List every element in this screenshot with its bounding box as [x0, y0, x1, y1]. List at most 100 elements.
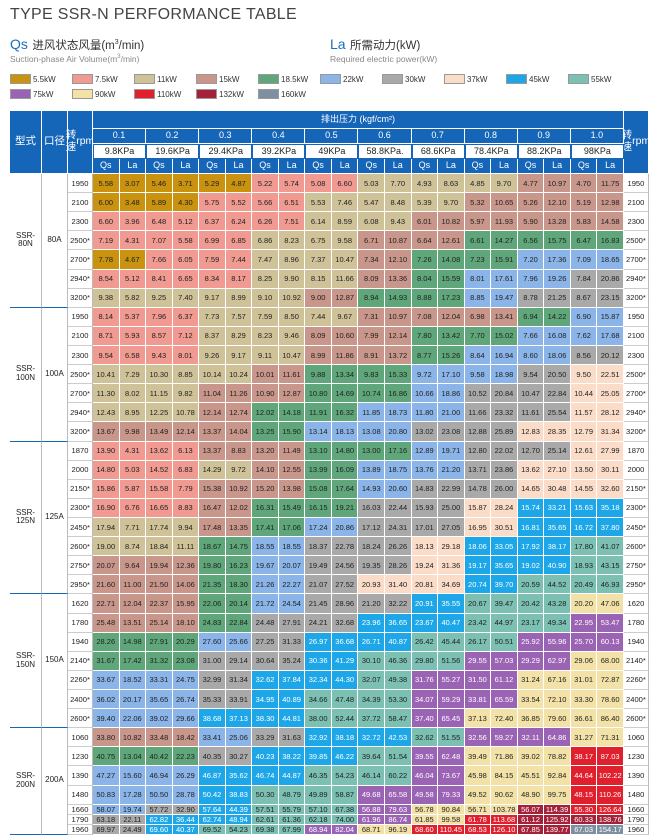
qs-value: 22.37: [146, 594, 173, 614]
legend-swatch: [506, 74, 527, 84]
speed-header: 转速 rpm: [66, 111, 95, 174]
la-value: 68.00: [597, 651, 624, 671]
qs-value: 61.85: [411, 814, 439, 825]
la-value: 90.62: [491, 785, 518, 805]
la-value: 20.50: [544, 365, 571, 385]
la-value: 5.37: [119, 307, 147, 327]
la-value: 4.87: [225, 174, 253, 194]
qs-value: 57.72: [146, 804, 173, 815]
la-value: 18.30: [225, 575, 253, 595]
la-value: 44.87: [278, 766, 306, 786]
legend-label: 5.5kW: [33, 74, 56, 84]
rpm-value: 1620: [68, 594, 93, 614]
qs-value: 57.51: [252, 804, 279, 815]
qs-value: 13.67: [93, 422, 120, 442]
la-value: 15.91: [491, 250, 518, 270]
la-value: 90.84: [438, 804, 465, 815]
qs-value: 25.92: [517, 632, 545, 652]
qs-value: 24.83: [199, 613, 226, 633]
la-value: 29.14: [225, 651, 253, 671]
la-value: 10.87: [385, 231, 412, 251]
qs-value: 19.49: [305, 556, 332, 576]
la-value: 54.23: [225, 824, 253, 835]
la-value: 20.86: [597, 269, 624, 289]
qs-value: 46.87: [199, 766, 226, 786]
qs-value: 7.31: [358, 307, 386, 327]
qs-value: 13.14: [305, 422, 332, 442]
rpm-value-right: 1060: [623, 728, 649, 748]
la-value: 9.64: [119, 556, 147, 576]
qs-value: 21.26: [252, 575, 279, 595]
la-value: 29.66: [172, 709, 200, 729]
qs-value: 25.70: [570, 632, 598, 652]
qs-value: 22.95: [570, 613, 598, 633]
qs-value: 20.91: [411, 594, 439, 614]
la-value: 5.52: [225, 193, 253, 213]
la-value: 17.23: [438, 288, 465, 308]
qs-value: 29.80: [411, 651, 439, 671]
la-column-header: La: [331, 159, 359, 174]
qs-value: 34.95: [252, 689, 279, 710]
rpm-value-right: 2000: [623, 460, 649, 480]
qs-value: 5.22: [252, 174, 279, 194]
la-value: 24.56: [331, 556, 359, 576]
la-column-header: La: [119, 159, 147, 174]
la-value: 10.65: [491, 193, 518, 213]
qs-value: 8.88: [411, 288, 439, 308]
la-value: 38.22: [278, 747, 306, 767]
rpm-value-right: 2940*: [623, 403, 649, 423]
qs-value: 6.01: [411, 212, 439, 232]
la-value: 9.58: [331, 231, 359, 251]
qs-value: 17.92: [517, 537, 545, 557]
la-value: 99.58: [438, 814, 465, 825]
la-value: 45.44: [438, 632, 465, 652]
speed-header-label: rpm: [76, 135, 95, 148]
qs-value: 38.30: [252, 709, 279, 729]
la-value: 20.17: [119, 689, 147, 710]
pressure-kpa: 49KPa: [305, 144, 359, 159]
qs-value: 9.58: [464, 365, 492, 385]
la-value: 11.11: [172, 537, 200, 557]
qs-value: 20.07: [93, 556, 120, 576]
rpm-value: 2940*: [68, 269, 93, 289]
la-value: 5.12: [172, 212, 200, 232]
rpm-value: 2300*: [68, 498, 93, 518]
qs-value: 7.70: [464, 326, 492, 346]
la-value: 33.91: [225, 689, 253, 710]
la-value: 58.87: [331, 785, 359, 805]
qs-value: 9.88: [305, 365, 332, 385]
rpm-value-right: 2450*: [623, 517, 649, 538]
la-value: 9.90: [278, 269, 306, 289]
la-value: 18.98: [491, 365, 518, 385]
la-value: 21.25: [544, 288, 571, 308]
qs-value: 20.20: [570, 594, 598, 614]
pressure-kpa: 58.8KPa.: [358, 144, 412, 159]
la-value: 8.48: [385, 193, 412, 213]
qs-value: 15.87: [464, 498, 492, 518]
legend-swatch: [258, 74, 279, 84]
qs-value: 22.71: [93, 594, 120, 614]
la-value: 33.21: [544, 498, 571, 518]
legend-item: 11kW: [134, 74, 177, 84]
qs-value: 19.67: [252, 556, 279, 576]
qs-column-header: Qs: [199, 159, 226, 174]
la-value: 13.42: [438, 326, 465, 346]
qs-value: 14.10: [252, 460, 279, 480]
rpm-value-right: 2260*: [623, 670, 649, 690]
qs-value: 7.73: [199, 307, 226, 327]
qs-value: 67.85: [517, 824, 545, 835]
qs-value: 5.97: [464, 212, 492, 232]
la-value: 13.34: [331, 365, 359, 385]
la-value: 50.51: [491, 632, 518, 652]
qs-value: 34.07: [411, 689, 439, 710]
qs-value: 7.20: [517, 250, 545, 270]
la-value: 24.49: [119, 824, 147, 835]
la-value: 7.71: [119, 517, 147, 538]
pressure-kgf: 0.7: [411, 129, 465, 144]
qs-value: 39.85: [305, 747, 332, 767]
qs-value: 14.52: [146, 460, 173, 480]
la-value: 18.10: [172, 613, 200, 633]
la-value: 35.55: [438, 594, 465, 614]
rpm-value-right: 2100: [623, 193, 649, 213]
la-value: 14.93: [385, 288, 412, 308]
